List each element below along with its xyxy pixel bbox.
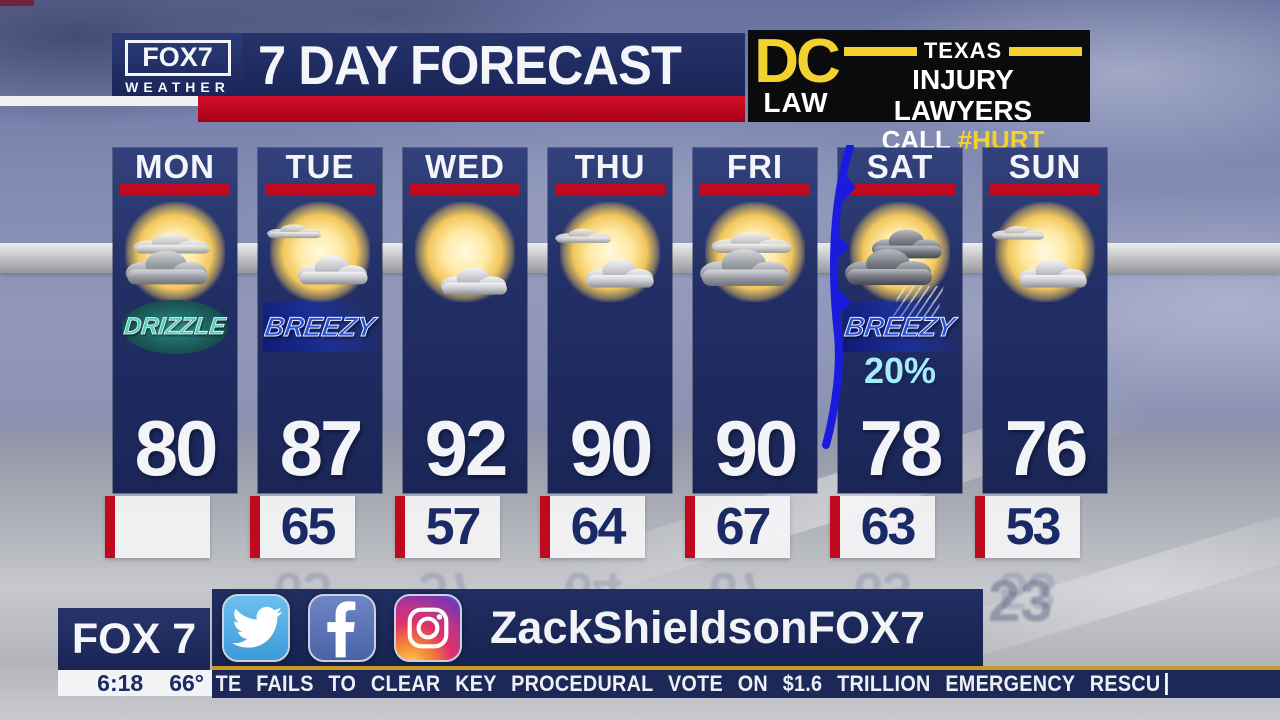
low-temp: 64 — [550, 496, 645, 558]
header-red-bar — [198, 96, 745, 122]
low-temp: 53 — [985, 496, 1080, 558]
low-temps-row: 65 57 64 67 63 53 — [105, 496, 1080, 558]
low-temp: 57 — [405, 496, 500, 558]
header-white-strip — [0, 96, 198, 106]
forecast-day-thu: THU 90 — [548, 148, 672, 493]
mostly-sunny-icon — [403, 198, 527, 326]
low-red-bar — [685, 496, 695, 558]
high-temp: 78 — [859, 404, 944, 493]
condition-label: BREEZY — [263, 311, 378, 342]
day-label: WED — [425, 148, 505, 185]
day-underline — [120, 184, 230, 195]
ad-brand: DC LAW — [748, 30, 844, 122]
corner-artifact — [0, 0, 34, 6]
forecast-day-sat: SAT BREEZY 20% 78 — [822, 145, 962, 493]
ad-copy: TEXAS INJURY LAWYERS CALL #HURT — [844, 30, 1090, 155]
low-temp-box-wed: 57 — [395, 496, 500, 558]
day-underline — [845, 184, 955, 195]
partly-cloudy-icon — [548, 198, 672, 326]
forecast-day-fri: FRI 90 — [693, 148, 817, 493]
low-red-bar — [975, 496, 985, 558]
fox7-logo-text: FOX7 — [124, 40, 231, 76]
condition-label: DRIZZLE — [122, 313, 228, 341]
instagram-icon — [394, 593, 462, 662]
station-name: FOX 7 — [71, 614, 197, 663]
low-temp-box-tue: 65 — [250, 496, 355, 558]
ad-gold-bar — [844, 46, 917, 56]
low-temp-box-thu: 64 — [540, 496, 645, 558]
low-red-bar — [830, 496, 840, 558]
news-ticker: TE FAILS TO CLEAR KEY PROCEDURAL VOTE ON… — [212, 670, 1280, 698]
day-underline — [990, 184, 1100, 195]
facebook-icon — [308, 593, 376, 662]
high-temp: 90 — [714, 404, 799, 493]
low-temp: 65 — [260, 496, 355, 558]
forecast-day-wed: WED 92 — [403, 148, 527, 493]
sun-icon — [270, 202, 370, 302]
twitter-icon — [222, 593, 290, 662]
social-bar: ZackShieldsonFOX7 — [212, 589, 983, 666]
day-label: TUE — [285, 148, 355, 185]
storm-clouds-rain-icon — [838, 198, 962, 326]
high-temp: 80 — [134, 404, 219, 493]
low-temp-box-sun: 53 — [975, 496, 1080, 558]
high-temp: 90 — [569, 404, 654, 493]
cold-front-symbol — [822, 145, 856, 449]
ticker-gold-line — [212, 666, 1280, 670]
station-logo: FOX 7 — [58, 608, 210, 670]
low-temp-box-fri: 67 — [685, 496, 790, 558]
day-label: THU — [574, 148, 646, 185]
low-temp — [115, 496, 210, 558]
ad-brand-bottom: LAW — [763, 87, 829, 118]
high-temp: 76 — [1004, 404, 1089, 493]
low-temp: 63 — [840, 496, 935, 558]
ad-headline: INJURY LAWYERS — [893, 64, 1033, 126]
day-label: MON — [135, 148, 215, 185]
day-underline — [700, 184, 810, 195]
forecast-day-mon: MON DRIZZLE 80 — [113, 148, 237, 493]
ad-region: TEXAS — [923, 38, 1003, 63]
high-temp: 87 — [279, 404, 364, 493]
day-label: SAT — [866, 148, 934, 185]
high-temp: 92 — [424, 404, 509, 493]
weather-logo-text: WEATHER — [125, 79, 230, 95]
low-temp-box-mon — [105, 496, 210, 558]
page-title: 7 DAY FORECAST — [258, 34, 682, 96]
forecast-day-sun: SUN 76 — [983, 148, 1107, 493]
ad-brand-top: DC — [754, 27, 841, 96]
day-underline — [265, 184, 375, 195]
current-temp: 66° — [169, 669, 204, 696]
sponsor-ad: DC LAW TEXAS INJURY LAWYERS CALL #HURT — [748, 30, 1090, 155]
low-red-bar — [105, 496, 115, 558]
day-underline — [410, 184, 520, 195]
day-label: SUN — [1008, 148, 1082, 185]
partly-cloudy-icon — [693, 198, 817, 326]
fox7-weather-logo: FOX7 WEATHER — [112, 33, 243, 96]
sun-clouds-breezy-icon — [258, 198, 382, 326]
breezy-badge: BREEZY — [843, 302, 957, 352]
ad-gold-bar — [1009, 46, 1083, 56]
clock-time: 6:18 — [97, 669, 144, 696]
sun-clouds-drizzle-icon — [113, 198, 237, 326]
low-temp-box-sat: 63 — [830, 496, 935, 558]
day-label: FRI — [726, 148, 784, 185]
ticker-cursor — [1164, 673, 1168, 695]
time-temp-strip: 6:18 66° — [58, 670, 212, 696]
drizzle-badge: DRIZZLE — [122, 300, 228, 354]
forecast-columns: MON DRIZZLE 80 TUE — [113, 145, 1107, 493]
social-handle: ZackShieldsonFOX7 — [489, 601, 926, 653]
precip-chance: 20% — [863, 350, 937, 391]
partly-cloudy-icon — [983, 198, 1107, 326]
low-red-bar — [540, 496, 550, 558]
ghost-number: 23 — [988, 569, 1053, 634]
ticker-headline: TE FAILS TO CLEAR KEY PROCEDURAL VOTE ON… — [215, 671, 1161, 696]
low-red-bar — [395, 496, 405, 558]
condition-label: BREEZY — [843, 311, 958, 342]
forecast-day-tue: TUE BREEZY 87 — [258, 148, 382, 493]
breezy-badge: BREEZY — [263, 302, 377, 352]
day-underline — [555, 184, 665, 195]
low-temp: 67 — [695, 496, 790, 558]
low-red-bar — [250, 496, 260, 558]
